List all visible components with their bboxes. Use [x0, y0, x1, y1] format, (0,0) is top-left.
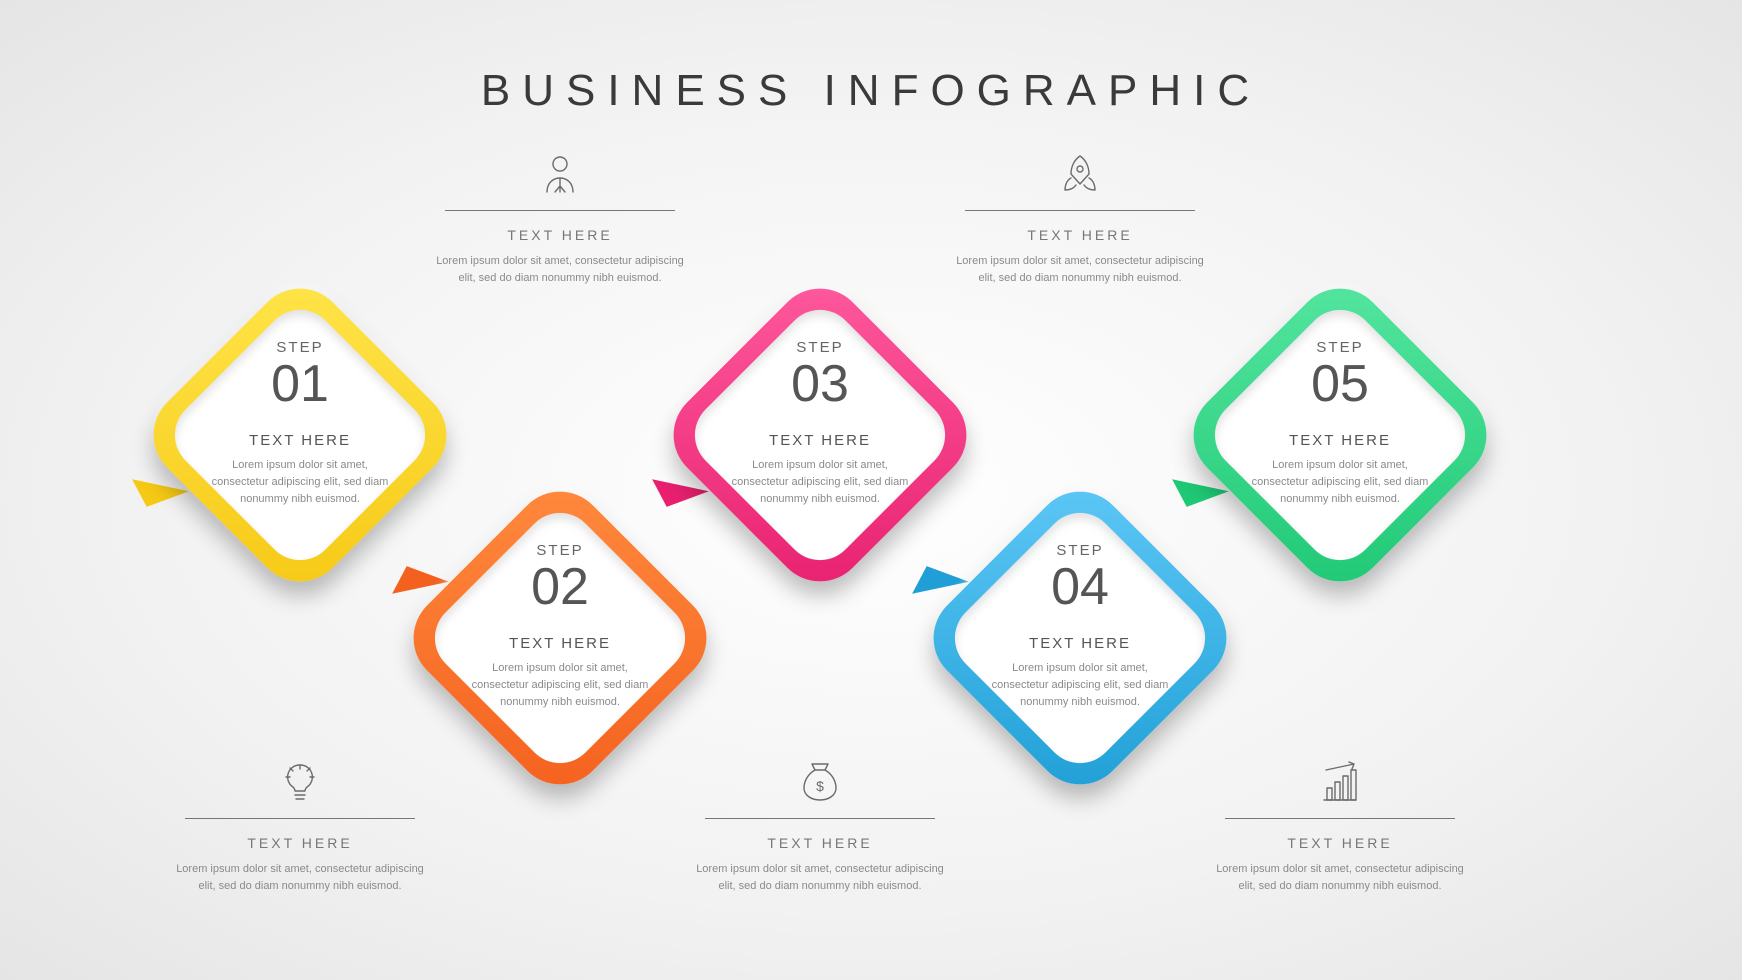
step-number: 05: [1245, 354, 1435, 414]
callout-rocket: TEXT HERE Lorem ipsum dolor sit amet, con…: [950, 152, 1210, 287]
step-heading: TEXT HERE: [465, 635, 655, 652]
callout-person: TEXT HERE Lorem ipsum dolor sit amet, con…: [430, 152, 690, 287]
callout-moneybag: $ TEXT HERE Lorem ipsum dolor sit amet, co…: [690, 760, 950, 895]
step-body: Lorem ipsum dolor sit amet, consectetur …: [985, 660, 1175, 711]
callout-lightbulb: TEXT HERE Lorem ipsum dolor sit amet, con…: [170, 760, 430, 895]
step-content: STEP01TEXT HERELorem ipsum dolor sit ame…: [205, 339, 395, 508]
step-content: STEP05TEXT HERELorem ipsum dolor sit ame…: [1245, 339, 1435, 508]
svg-text:$: $: [816, 778, 824, 794]
divider: [705, 818, 935, 819]
chart-icon: [1210, 760, 1470, 804]
step-number: 04: [985, 557, 1175, 617]
step-body: Lorem ipsum dolor sit amet, consectetur …: [725, 457, 915, 508]
callout-heading: TEXT HERE: [1210, 835, 1470, 851]
callout-heading: TEXT HERE: [950, 227, 1210, 243]
diamond-tail: [907, 558, 969, 594]
divider: [1225, 818, 1455, 819]
step-number: 03: [725, 354, 915, 414]
step-body: Lorem ipsum dolor sit amet, consectetur …: [1245, 457, 1435, 508]
step-heading: TEXT HERE: [205, 432, 395, 449]
callout-chart: TEXT HERE Lorem ipsum dolor sit amet, con…: [1210, 760, 1470, 895]
step-heading: TEXT HERE: [985, 635, 1175, 652]
step-heading: TEXT HERE: [1245, 432, 1435, 449]
callout-body: Lorem ipsum dolor sit amet, consectetur …: [950, 253, 1210, 287]
step-heading: TEXT HERE: [725, 432, 915, 449]
step-content: STEP03TEXT HERELorem ipsum dolor sit ame…: [725, 339, 915, 508]
step-number: 02: [465, 557, 655, 617]
rocket-icon: [950, 152, 1210, 196]
callout-heading: TEXT HERE: [690, 835, 950, 851]
step-body: Lorem ipsum dolor sit amet, consectetur …: [205, 457, 395, 508]
callout-body: Lorem ipsum dolor sit amet, consectetur …: [430, 253, 690, 287]
callout-heading: TEXT HERE: [170, 835, 430, 851]
callout-body: Lorem ipsum dolor sit amet, consectetur …: [690, 861, 950, 895]
step-content: STEP04TEXT HERELorem ipsum dolor sit ame…: [985, 542, 1175, 711]
diamond-tail: [127, 479, 189, 515]
divider: [185, 818, 415, 819]
person-icon: [430, 152, 690, 196]
divider: [965, 210, 1195, 211]
diamond-tail: [647, 479, 709, 515]
step-number: 01: [205, 354, 395, 414]
callout-body: Lorem ipsum dolor sit amet, consectetur …: [1210, 861, 1470, 895]
callout-body: Lorem ipsum dolor sit amet, consectetur …: [170, 861, 430, 895]
lightbulb-icon: [170, 760, 430, 804]
page-title: BUSINESS INFOGRAPHIC: [0, 66, 1742, 116]
diamond-tail: [1167, 479, 1229, 515]
step-content: STEP02TEXT HERELorem ipsum dolor sit ame…: [465, 542, 655, 711]
diamond-tail: [387, 558, 449, 594]
callout-heading: TEXT HERE: [430, 227, 690, 243]
step-body: Lorem ipsum dolor sit amet, consectetur …: [465, 660, 655, 711]
divider: [445, 210, 675, 211]
moneybag-icon: $: [690, 760, 950, 804]
